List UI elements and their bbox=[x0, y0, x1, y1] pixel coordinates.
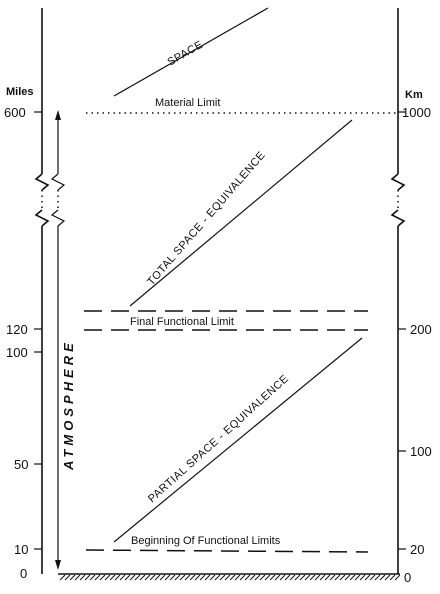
left-tick-label: 0 bbox=[20, 566, 27, 581]
ground-hatch-mark bbox=[264, 574, 271, 581]
left-tick-label: 100 bbox=[6, 345, 28, 360]
ground-hatch-mark bbox=[379, 574, 386, 581]
ground-hatch-mark bbox=[169, 574, 176, 581]
ground-hatch-mark bbox=[274, 574, 281, 581]
ground-hatch-mark bbox=[89, 574, 96, 581]
ground-hatch-mark bbox=[244, 574, 251, 581]
left-tick-label: 50 bbox=[14, 457, 28, 472]
atmosphere-label: ATMOSPHERE bbox=[61, 339, 76, 471]
ground-hatch-mark bbox=[304, 574, 311, 581]
ground-hatch-mark bbox=[79, 574, 86, 581]
ground-hatch-mark bbox=[144, 574, 151, 581]
ground-hatch-mark bbox=[69, 574, 76, 581]
left-tick-label: 10 bbox=[14, 542, 28, 557]
ground-hatch-mark bbox=[119, 574, 126, 581]
ground-hatch-mark bbox=[384, 574, 391, 581]
right-tick-label: 0 bbox=[404, 570, 411, 585]
ground-hatch-mark bbox=[189, 574, 196, 581]
ground-hatch-mark bbox=[94, 574, 101, 581]
total-equivalence-label: TOTAL SPACE - EQUIVALENCE bbox=[145, 149, 268, 288]
ground-hatch-mark bbox=[179, 574, 186, 581]
ground-hatch-mark bbox=[339, 574, 346, 581]
ground-hatch-mark bbox=[334, 574, 341, 581]
ground-hatch-mark bbox=[104, 574, 111, 581]
ground-hatch-mark bbox=[299, 574, 306, 581]
ground-hatch-mark bbox=[239, 574, 246, 581]
material-limit-label: Material Limit bbox=[155, 97, 220, 109]
ground-hatch-mark bbox=[214, 574, 221, 581]
ground-hatch-mark bbox=[284, 574, 291, 581]
ground-hatch bbox=[58, 573, 401, 581]
right-tick-label: 20 bbox=[410, 542, 424, 557]
space-line bbox=[113, 7, 269, 97]
ground-hatch-mark bbox=[159, 574, 166, 581]
right-tick-label: 200 bbox=[410, 322, 432, 337]
atmosphere-arrow bbox=[50, 110, 66, 570]
ground-hatch-mark bbox=[229, 574, 236, 581]
beginning-limit-line bbox=[85, 549, 369, 553]
ground-hatch-mark bbox=[249, 574, 256, 581]
ground-hatch-mark bbox=[254, 574, 261, 581]
ground-hatch-mark bbox=[354, 574, 361, 581]
ground-hatch-mark bbox=[324, 574, 331, 581]
ground-hatch-mark bbox=[134, 574, 141, 581]
ground-hatch-mark bbox=[374, 574, 381, 581]
ground-hatch-mark bbox=[174, 574, 181, 581]
ground-hatch-mark bbox=[84, 574, 91, 581]
ground-hatch-mark bbox=[219, 574, 226, 581]
ground-hatch-mark bbox=[114, 574, 121, 581]
miles-unit-label: Miles bbox=[6, 86, 34, 98]
ground-hatch-mark bbox=[394, 574, 401, 581]
ground-hatch-mark bbox=[349, 574, 356, 581]
ground-hatch-mark bbox=[294, 574, 301, 581]
left-tick-label: 120 bbox=[6, 322, 28, 337]
space-label: SPACE bbox=[166, 39, 206, 69]
ground-hatch-mark bbox=[389, 574, 396, 581]
ground-hatch-mark bbox=[124, 574, 131, 581]
ground-hatch-mark bbox=[194, 574, 201, 581]
left-axis bbox=[34, 8, 50, 574]
right-tick-label: 1000 bbox=[402, 105, 431, 120]
ground-hatch-mark bbox=[209, 574, 216, 581]
ground-hatch-mark bbox=[344, 574, 351, 581]
ground-hatch-mark bbox=[204, 574, 211, 581]
km-unit-label: Km bbox=[405, 89, 423, 101]
ground-hatch-mark bbox=[364, 574, 371, 581]
left-tick-label: 600 bbox=[4, 105, 26, 120]
partial-equivalence-line bbox=[113, 337, 363, 543]
ground-hatch-mark bbox=[154, 574, 161, 581]
ground-hatch-mark bbox=[369, 574, 376, 581]
ground-hatch-mark bbox=[319, 574, 326, 581]
ground-hatch-mark bbox=[279, 574, 286, 581]
ground-hatch-mark bbox=[109, 574, 116, 581]
ground-hatch-mark bbox=[164, 574, 171, 581]
ground-hatch-mark bbox=[59, 574, 66, 581]
ground-hatch-mark bbox=[359, 574, 366, 581]
partial-equivalence-label: PARTIAL SPACE - EQUIVALENCE bbox=[146, 373, 291, 505]
right-axis bbox=[390, 8, 406, 574]
ground-hatch-mark bbox=[129, 574, 136, 581]
ground-hatch-mark bbox=[149, 574, 156, 581]
final-limit-label: Final Functional Limit bbox=[130, 316, 234, 328]
ground-hatch-mark bbox=[314, 574, 321, 581]
ground-hatch-mark bbox=[259, 574, 266, 581]
ground-hatch-mark bbox=[74, 574, 81, 581]
total-equivalence-line bbox=[129, 119, 353, 307]
beginning-limit-label: Beginning Of Functional Limits bbox=[131, 535, 281, 547]
ground-hatch-mark bbox=[234, 574, 241, 581]
ground-hatch-mark bbox=[199, 574, 206, 581]
ground-hatch-mark bbox=[99, 574, 106, 581]
ground-hatch-mark bbox=[329, 574, 336, 581]
ground-hatch-mark bbox=[139, 574, 146, 581]
ground-hatch-mark bbox=[269, 574, 276, 581]
ground-hatch-mark bbox=[224, 574, 231, 581]
ground-hatch-mark bbox=[64, 574, 71, 581]
right-tick-label: 100 bbox=[410, 444, 432, 459]
ground-hatch-mark bbox=[309, 574, 316, 581]
ground-hatch-mark bbox=[289, 574, 296, 581]
ground-hatch-mark bbox=[184, 574, 191, 581]
